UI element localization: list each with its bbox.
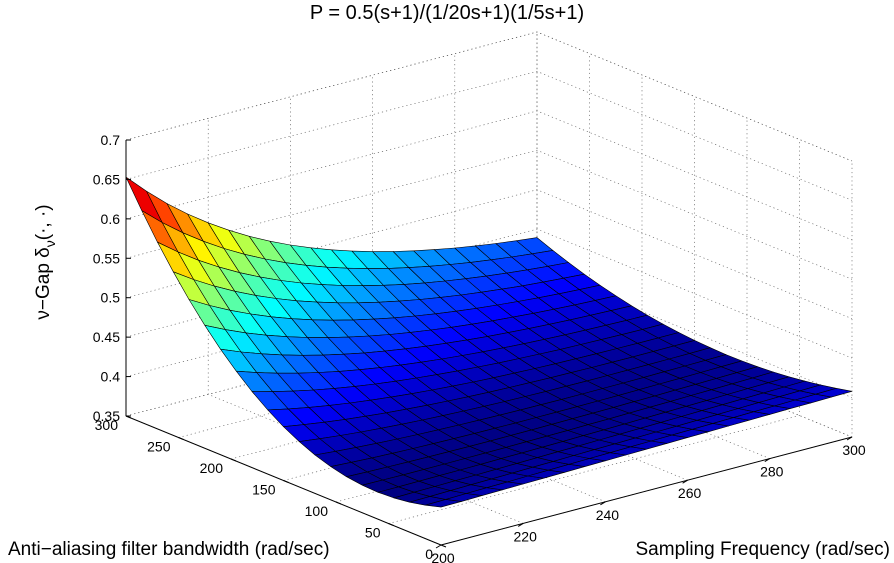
x-tick-mark — [517, 522, 524, 527]
z-tick-label: 0.45 — [93, 329, 120, 345]
axes-frame — [125, 139, 853, 549]
x-tick-mark — [846, 436, 853, 441]
surface-patch — [815, 387, 853, 398]
x-axis-label: Sampling Frequency (rad/sec) — [636, 539, 891, 560]
x-tick-label: 240 — [596, 507, 620, 523]
y-axis-label: Anti−aliasing filter bandwidth (rad/sec) — [8, 539, 330, 560]
grid-line — [125, 228, 853, 359]
x-tick-label: 260 — [678, 485, 702, 501]
grid-line — [125, 31, 853, 162]
x-axis-line — [440, 436, 853, 546]
grid-line — [125, 31, 853, 162]
y-tick-label: 150 — [252, 482, 276, 498]
z-tick-label: 0.4 — [101, 369, 121, 385]
grid-line — [125, 71, 853, 201]
x-tick-label: 200 — [431, 550, 455, 563]
x-tick-mark — [600, 501, 606, 506]
grid-line — [125, 110, 853, 241]
grid-line — [125, 189, 853, 319]
y-tick-mark — [335, 501, 342, 505]
chart-title: P = 0.5(s+1)/(1/20s+1)(1/5s+1) — [309, 2, 585, 24]
y-tick-label: 250 — [147, 439, 171, 455]
z-tick-label: 0.5 — [101, 290, 121, 306]
surface-mesh — [125, 176, 853, 508]
grid-line — [388, 139, 800, 524]
y-tick-mark — [388, 523, 394, 526]
y-tick-label: 50 — [365, 525, 381, 541]
x-tick-label: 300 — [842, 442, 866, 458]
y-tick-label: 0 — [425, 546, 433, 562]
y-tick-mark — [178, 437, 184, 440]
x-tick-mark — [764, 458, 771, 463]
tick-labels: 2002202402602803000501001502002503000.35… — [93, 132, 866, 563]
y-tick-label: 300 — [95, 417, 119, 433]
z-tick-label: 0.65 — [93, 171, 120, 187]
x-tick-label: 220 — [514, 528, 538, 544]
grid-line — [125, 149, 853, 280]
z-tick-label: 0.55 — [93, 250, 120, 266]
z-tick-label: 0.7 — [101, 132, 121, 148]
x-tick-label: 280 — [760, 464, 784, 480]
y-tick-mark — [440, 544, 447, 548]
x-tick-mark — [435, 544, 442, 549]
z-axis-label: ν−Gap δν(·, ·) — [33, 204, 58, 319]
z-tick-label: 0.35 — [93, 408, 120, 424]
y-tick-mark — [283, 480, 289, 483]
y-tick-label: 200 — [200, 460, 224, 476]
z-tick-label: 0.6 — [101, 211, 121, 227]
y-tick-mark — [230, 458, 237, 462]
x-tick-mark — [682, 479, 688, 484]
y-tick-label: 100 — [305, 503, 329, 519]
